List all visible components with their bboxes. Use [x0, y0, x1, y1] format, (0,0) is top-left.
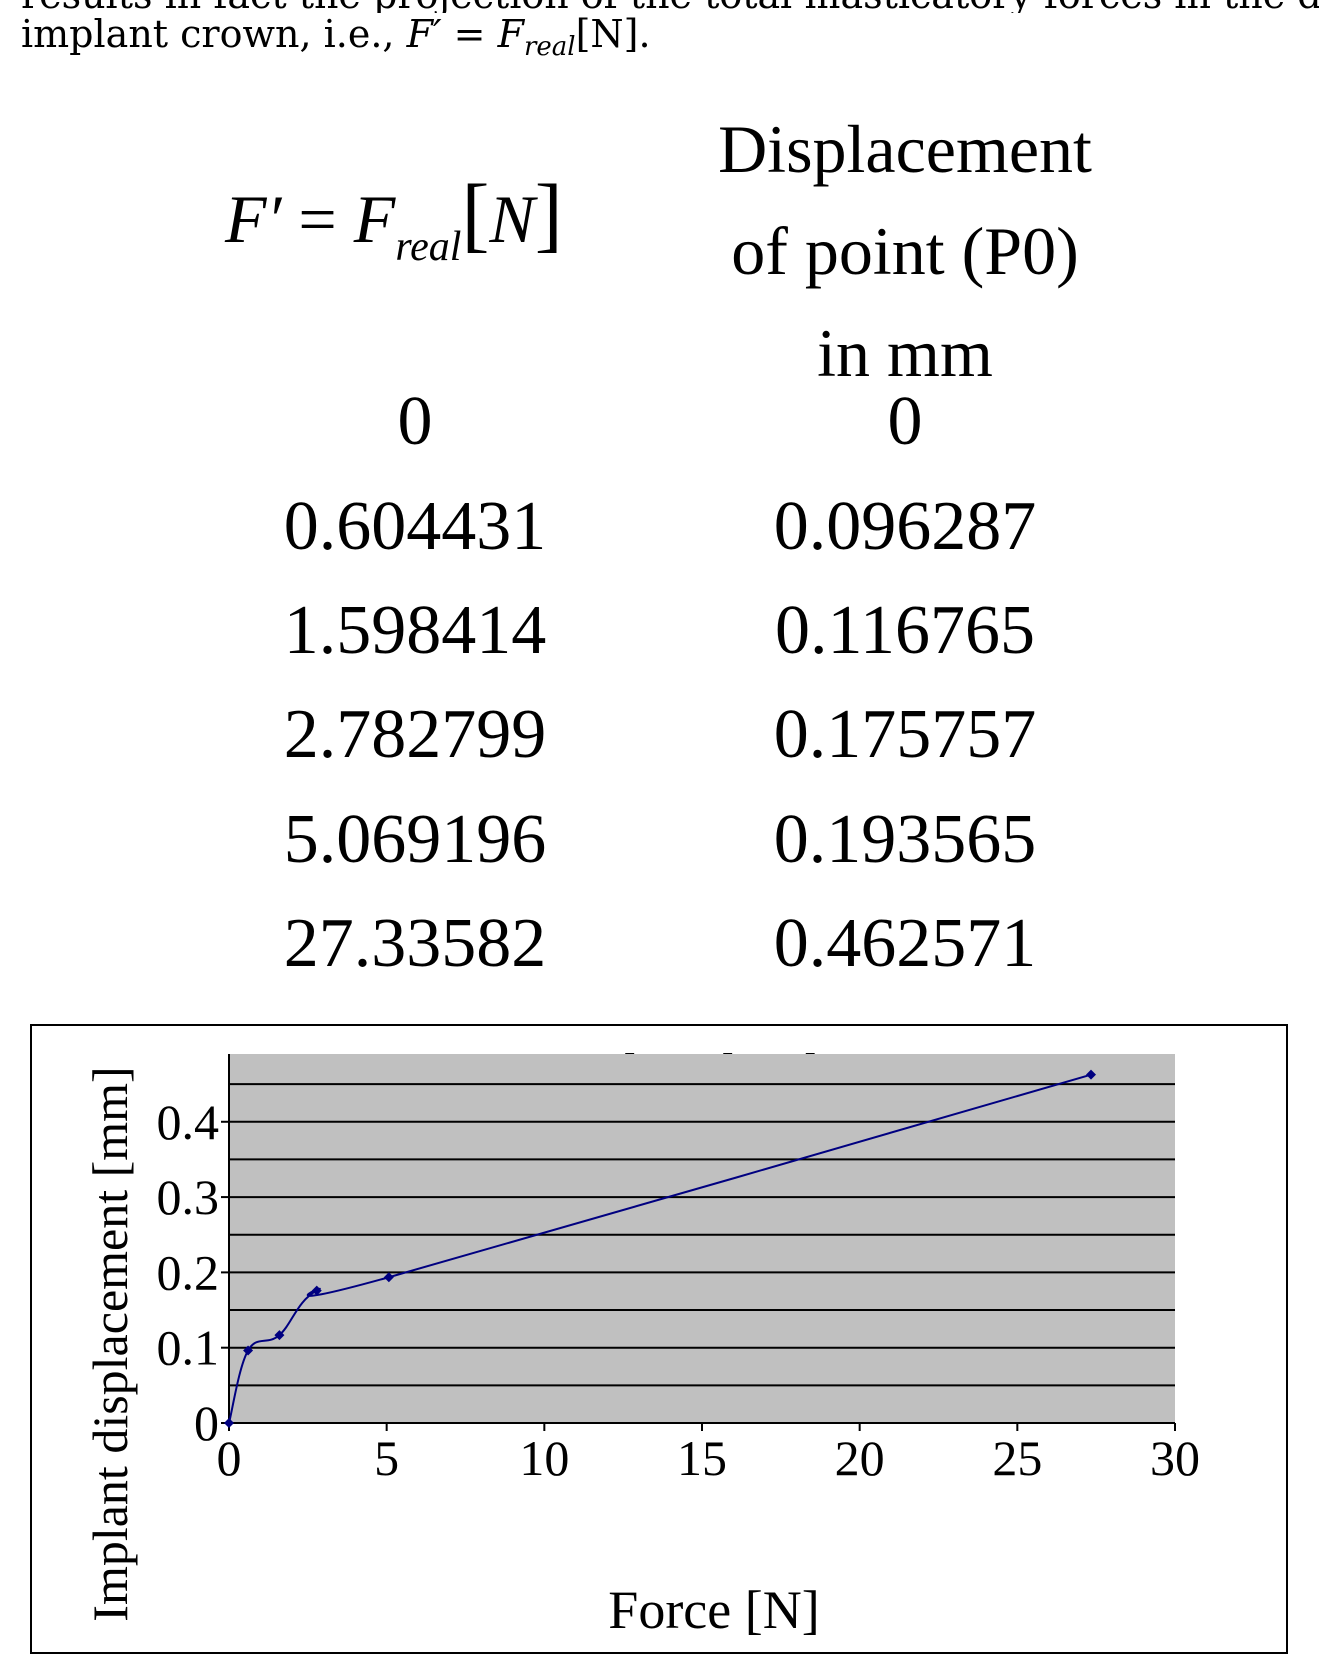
data-point: [274, 1330, 285, 1341]
header-lhs: F′: [225, 181, 282, 257]
table-cell-displacement: 0.175757: [773, 696, 1037, 773]
chart-frame: Implant loading 00.10.20.30.405101520253…: [30, 1024, 1288, 1654]
cut-off-text-line: results in fact the projection of the to…: [0, 0, 1319, 13]
y-axis-label: Implant displacement [mm]: [82, 1066, 138, 1621]
x-axis-label: Force [N]: [608, 1580, 819, 1640]
header-sub: real: [395, 224, 462, 270]
header-line: Displacement: [718, 111, 1092, 187]
math-unit: [N]: [575, 12, 639, 56]
table-header-force: F′ = Freal[N]: [225, 173, 563, 271]
x-tick-label: 5: [374, 1430, 399, 1486]
data-point: [243, 1345, 254, 1356]
table-cell-displacement: 0.462571: [773, 905, 1037, 982]
data-point: [383, 1272, 394, 1283]
table-cell-force: 27.33582: [283, 905, 547, 982]
x-tick-label: 30: [1150, 1430, 1200, 1486]
cut-off-text: results in fact the projection of the to…: [21, 0, 1319, 13]
intro-sentence: implant crown, i.e., F′ = Freal[N].: [21, 12, 651, 62]
table-cell-force: 5.069196: [283, 801, 547, 878]
implant-loading-chart: Implant loading 00.10.20.30.405101520253…: [82, 1043, 1200, 1640]
table-cell-displacement: 0.116765: [775, 592, 1035, 669]
x-tick-label: 0: [217, 1430, 242, 1486]
header-bracket-close: ]: [534, 168, 563, 261]
intro-prefix: implant crown, i.e.,: [21, 12, 407, 56]
table-cell-displacement: 0.193565: [773, 801, 1037, 878]
math-f: F: [497, 12, 524, 56]
header-line: in mm: [817, 315, 993, 391]
data-point: [1085, 1069, 1096, 1080]
x-tick-label: 20: [835, 1430, 885, 1486]
x-tick-label: 15: [677, 1430, 727, 1486]
math-equals: =: [441, 12, 498, 56]
table-cell-force: 1.598414: [283, 592, 547, 669]
y-tick-label: 0.2: [157, 1244, 220, 1300]
data-point: [224, 1418, 234, 1428]
y-tick-label: 0.3: [157, 1169, 220, 1225]
y-tick-label: 0.1: [157, 1320, 220, 1376]
table-header-displacement: Displacement of point (P0) in mm: [690, 98, 1120, 404]
table-cell-force: 2.782799: [283, 696, 547, 773]
table-cell-displacement: 0.096287: [773, 488, 1037, 565]
header-eq: =: [281, 181, 354, 257]
table-cell-force: 0: [397, 383, 433, 460]
y-tick-label: 0.4: [157, 1094, 220, 1150]
table-cell-force: 0.604431: [283, 488, 547, 565]
x-tick-label: 25: [992, 1430, 1042, 1486]
table-cell-displacement: 0: [887, 383, 923, 460]
intro-suffix: .: [638, 12, 651, 56]
math-f-prime: F′: [406, 12, 442, 56]
header-base: F: [353, 181, 396, 257]
x-tick-label: 10: [519, 1430, 569, 1486]
data-point: [311, 1285, 322, 1296]
math-subscript: real: [523, 32, 576, 62]
header-bracket-open: [: [461, 168, 490, 261]
y-tick-label: 0: [194, 1395, 219, 1451]
plot-area: [229, 1054, 1175, 1423]
series-line: [228, 1073, 1092, 1424]
header-line: of point (P0): [731, 213, 1079, 289]
header-unit: N: [489, 181, 535, 257]
